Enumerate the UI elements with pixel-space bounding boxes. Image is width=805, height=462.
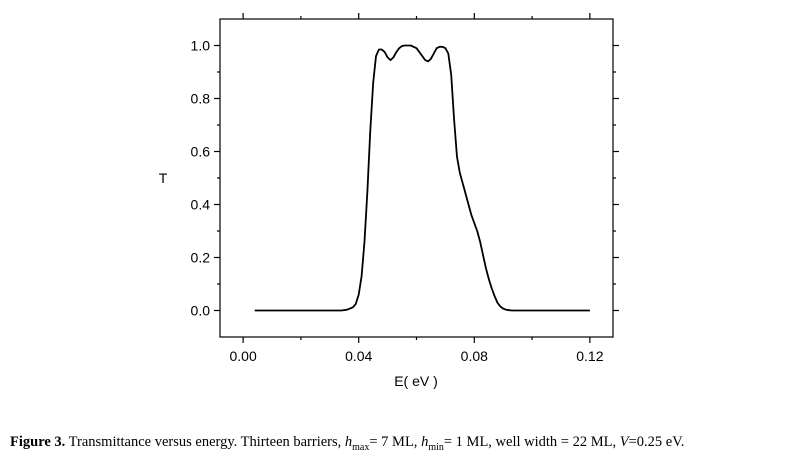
y-tick-label: 0.8 (191, 91, 211, 107)
caption-hmax-sub: max (352, 441, 370, 453)
caption-hmin-sub: min (428, 441, 444, 453)
caption-text-3: = 1 ML, well width = 22 ML, (443, 434, 620, 450)
plot-frame (219, 18, 614, 338)
y-tick-label: 0.0 (191, 303, 211, 319)
caption-text-1: Transmittance versus energy. Thirteen ba… (65, 434, 345, 450)
y-tick-label: 0.4 (191, 197, 211, 213)
caption-label: Figure 3. (10, 434, 66, 450)
figure-caption: Figure 3. Transmittance versus energy. T… (10, 434, 800, 453)
caption-hmax-var: h (344, 434, 353, 450)
y-tick-label: 0.2 (191, 250, 211, 266)
caption-text-4: =0.25 eV. (628, 434, 685, 450)
axis-ticks (214, 13, 619, 343)
x-tick-label: 0.04 (345, 348, 372, 364)
transmittance-chart: 0.00 0.04 0.08 0.12 0.0 0.2 0.4 0.6 0.8 1.0 E( eV… (159, 13, 619, 389)
x-axis-title: E( eV ) (394, 373, 438, 389)
caption-text-2: = 7 ML, (369, 434, 422, 450)
x-tick-label: 0.08 (461, 348, 488, 364)
transmittance-curve (254, 44, 590, 312)
y-tick-label: 1.0 (191, 38, 211, 54)
caption-v-var: V (619, 434, 629, 450)
y-axis-title: T (159, 170, 168, 186)
y-tick-label: 0.6 (191, 144, 211, 160)
x-tick-label: 0.12 (576, 348, 603, 364)
tick-labels: 0.00 0.04 0.08 0.12 0.0 0.2 0.4 0.6 0.8 1.0 (191, 38, 604, 365)
caption-hmin-var: h (421, 434, 429, 450)
x-tick-label: 0.00 (229, 348, 256, 364)
